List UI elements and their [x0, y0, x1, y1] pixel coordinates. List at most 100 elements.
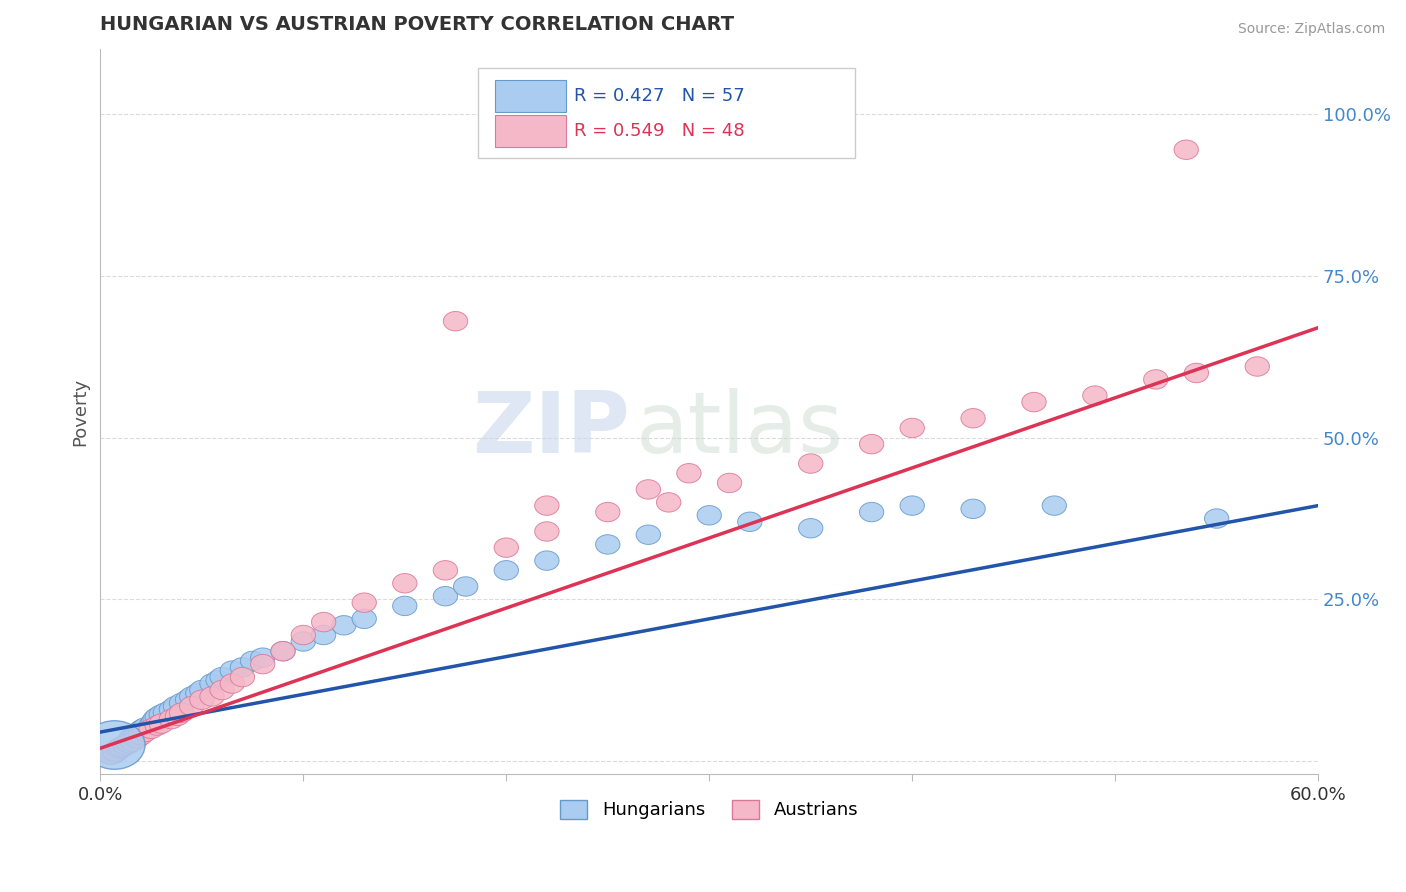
Ellipse shape: [169, 703, 194, 723]
Ellipse shape: [108, 739, 132, 758]
Ellipse shape: [139, 719, 163, 739]
Ellipse shape: [900, 418, 924, 438]
Ellipse shape: [111, 738, 135, 756]
Ellipse shape: [596, 534, 620, 554]
Ellipse shape: [114, 735, 139, 755]
Ellipse shape: [900, 496, 924, 516]
Ellipse shape: [190, 690, 214, 709]
Ellipse shape: [112, 735, 136, 755]
Ellipse shape: [153, 703, 177, 723]
Ellipse shape: [1184, 363, 1209, 383]
Ellipse shape: [139, 716, 163, 735]
Ellipse shape: [180, 697, 204, 716]
Ellipse shape: [250, 648, 276, 667]
Ellipse shape: [352, 609, 377, 629]
Ellipse shape: [84, 721, 145, 769]
Ellipse shape: [596, 502, 620, 522]
Ellipse shape: [117, 733, 141, 753]
Ellipse shape: [1246, 357, 1270, 376]
Ellipse shape: [205, 671, 231, 690]
Ellipse shape: [231, 667, 254, 687]
Ellipse shape: [312, 613, 336, 632]
Ellipse shape: [166, 706, 190, 725]
Ellipse shape: [132, 723, 157, 742]
Ellipse shape: [392, 596, 418, 615]
Ellipse shape: [125, 729, 149, 748]
Ellipse shape: [291, 625, 315, 645]
Ellipse shape: [332, 615, 356, 635]
Ellipse shape: [121, 732, 145, 751]
Ellipse shape: [163, 697, 187, 716]
Text: atlas: atlas: [636, 388, 844, 471]
Ellipse shape: [143, 709, 167, 729]
Ellipse shape: [1022, 392, 1046, 412]
Text: Source: ZipAtlas.com: Source: ZipAtlas.com: [1237, 22, 1385, 37]
Ellipse shape: [271, 641, 295, 661]
Ellipse shape: [960, 500, 986, 518]
Ellipse shape: [494, 560, 519, 580]
Ellipse shape: [127, 723, 150, 742]
Ellipse shape: [657, 492, 681, 512]
Ellipse shape: [141, 713, 166, 732]
Text: ZIP: ZIP: [472, 388, 630, 471]
Ellipse shape: [180, 687, 204, 706]
Ellipse shape: [240, 651, 264, 671]
Ellipse shape: [117, 732, 141, 751]
Ellipse shape: [118, 729, 143, 748]
Ellipse shape: [494, 538, 519, 558]
Ellipse shape: [534, 522, 560, 541]
Ellipse shape: [433, 560, 457, 580]
Ellipse shape: [250, 655, 276, 673]
Ellipse shape: [159, 699, 184, 719]
Ellipse shape: [1143, 369, 1168, 389]
Text: R = 0.427   N = 57: R = 0.427 N = 57: [574, 87, 745, 105]
Ellipse shape: [312, 625, 336, 645]
Ellipse shape: [738, 512, 762, 532]
Ellipse shape: [129, 725, 153, 745]
Ellipse shape: [221, 661, 245, 681]
Ellipse shape: [392, 574, 418, 593]
FancyBboxPatch shape: [478, 68, 855, 158]
Legend: Hungarians, Austrians: Hungarians, Austrians: [553, 793, 866, 827]
Ellipse shape: [1042, 496, 1067, 516]
Ellipse shape: [636, 525, 661, 544]
Ellipse shape: [125, 724, 149, 744]
Ellipse shape: [200, 673, 224, 693]
Ellipse shape: [534, 496, 560, 516]
Ellipse shape: [291, 632, 315, 651]
Ellipse shape: [103, 744, 127, 764]
Ellipse shape: [799, 518, 823, 538]
Ellipse shape: [221, 673, 245, 693]
Ellipse shape: [149, 705, 173, 724]
Ellipse shape: [697, 506, 721, 525]
Ellipse shape: [159, 709, 184, 729]
Ellipse shape: [112, 735, 136, 755]
Ellipse shape: [799, 454, 823, 474]
Ellipse shape: [104, 742, 129, 761]
Ellipse shape: [149, 714, 173, 733]
Ellipse shape: [132, 718, 157, 738]
Ellipse shape: [131, 719, 155, 739]
Ellipse shape: [107, 739, 131, 759]
Ellipse shape: [190, 681, 214, 699]
Ellipse shape: [145, 716, 169, 735]
Ellipse shape: [271, 641, 295, 661]
Ellipse shape: [1174, 140, 1198, 160]
Ellipse shape: [859, 434, 884, 454]
Ellipse shape: [717, 474, 742, 492]
Ellipse shape: [186, 683, 209, 703]
Ellipse shape: [1083, 386, 1107, 405]
Ellipse shape: [176, 690, 200, 709]
Ellipse shape: [231, 657, 254, 677]
Ellipse shape: [107, 739, 131, 758]
FancyBboxPatch shape: [495, 80, 565, 112]
Ellipse shape: [122, 725, 148, 745]
Ellipse shape: [200, 687, 224, 706]
Ellipse shape: [433, 586, 457, 606]
Ellipse shape: [98, 745, 122, 764]
Ellipse shape: [676, 464, 702, 483]
Ellipse shape: [859, 502, 884, 522]
Ellipse shape: [98, 745, 122, 764]
Ellipse shape: [534, 551, 560, 570]
Ellipse shape: [352, 593, 377, 613]
